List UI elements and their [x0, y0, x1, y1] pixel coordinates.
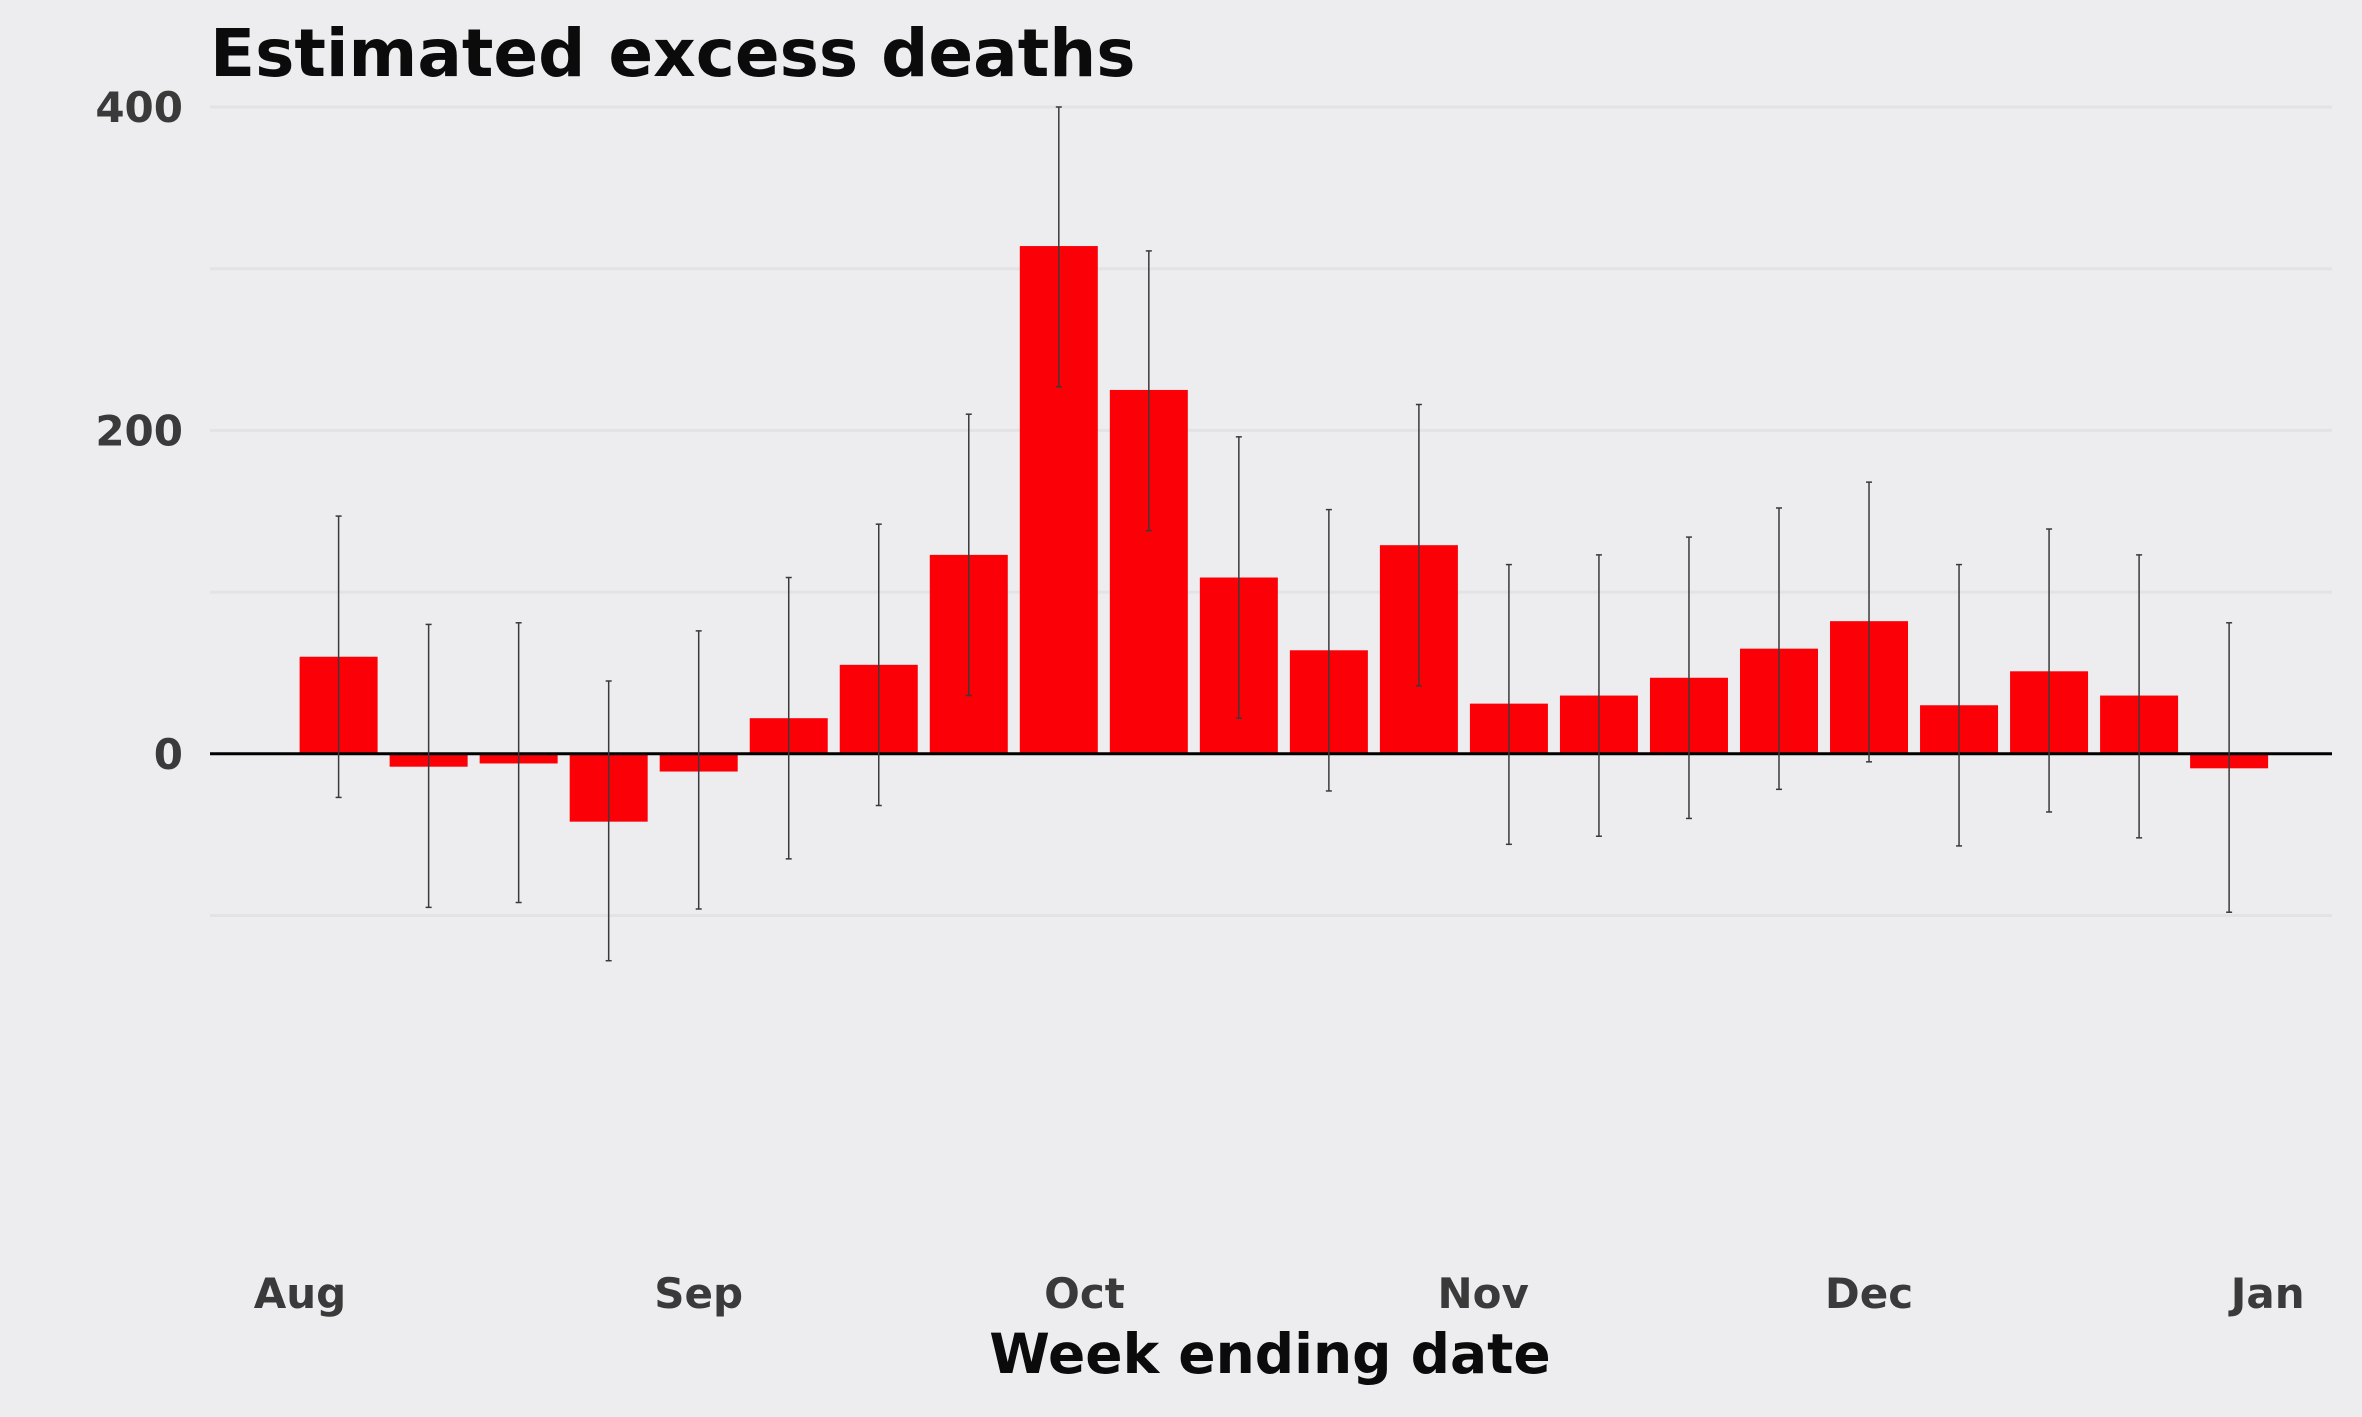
- error-bar: [965, 413, 972, 697]
- error-bar: [1235, 436, 1242, 719]
- error-bar: [2046, 528, 2053, 813]
- x-tick-label: Nov: [1438, 1269, 1529, 1318]
- error-bar: [1685, 536, 1692, 820]
- bars: [299, 246, 2269, 822]
- y-axis-ticks: 0 200 400: [95, 83, 183, 779]
- error-bar: [1325, 508, 1332, 792]
- x-tick-label: Aug: [254, 1269, 346, 1318]
- x-axis-title: Week ending date: [989, 1322, 1550, 1386]
- error-bar: [875, 523, 882, 807]
- error-bar: [1145, 250, 1152, 532]
- error-bars: [335, 106, 2233, 962]
- y-tick-label: 400: [95, 83, 183, 132]
- error-bar: [1866, 481, 1873, 763]
- x-tick-label: Jan: [2228, 1269, 2305, 1318]
- error-bar: [2226, 622, 2233, 913]
- error-bar: [1775, 507, 1782, 791]
- error-bar: [1956, 563, 1963, 847]
- error-bar: [1595, 554, 1602, 837]
- error-bar: [425, 623, 432, 909]
- x-tick-label: Dec: [1825, 1269, 1913, 1318]
- error-bar: [1055, 106, 1062, 388]
- error-bar: [1505, 563, 1512, 846]
- x-tick-label: Oct: [1044, 1269, 1125, 1318]
- error-bar: [2136, 554, 2143, 839]
- error-bar: [785, 576, 792, 860]
- y-tick-label: 200: [95, 406, 183, 455]
- x-tick-label: Sep: [654, 1269, 743, 1318]
- error-bar: [1415, 403, 1422, 687]
- error-bar: [605, 680, 612, 962]
- y-tick-label: 0: [154, 730, 183, 779]
- chart-title: Estimated excess deaths: [210, 15, 1136, 92]
- error-bar: [335, 515, 342, 799]
- error-bar: [515, 622, 522, 904]
- error-bar: [695, 630, 702, 910]
- x-axis-ticks: Aug Sep Oct Nov Dec Jan: [254, 1269, 2305, 1318]
